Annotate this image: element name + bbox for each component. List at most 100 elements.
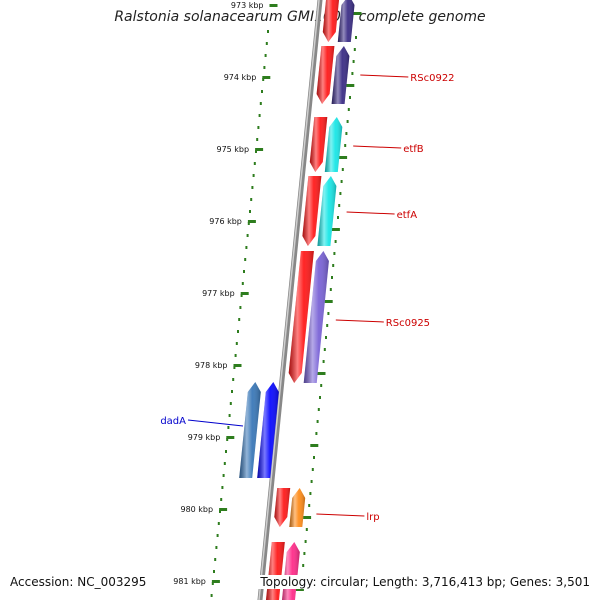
track-dot — [347, 108, 350, 111]
track-dot — [309, 492, 312, 495]
track-dot — [253, 162, 256, 165]
track-dot — [213, 570, 215, 573]
track-dot — [246, 234, 249, 237]
track-dot — [313, 456, 315, 459]
topology-label: Topology: circular; Length: 3,716,413 bp… — [258, 575, 592, 589]
track-dot — [338, 204, 341, 207]
tick-label: 977 kbp — [202, 289, 235, 298]
tick-mark — [346, 84, 355, 87]
ruler-ticks: 973 kbp 974 kbp 975 kbp 976 kbp 977 kbp 978 k… — [173, 1, 362, 591]
tick-mark — [226, 436, 235, 439]
tick-mark — [353, 12, 362, 15]
tick-label: 978 kbp — [195, 361, 228, 370]
gene-label-leader — [187, 419, 244, 427]
track-dot — [222, 474, 225, 477]
gene-arrow — [274, 488, 291, 527]
gene-label: etfB — [403, 144, 424, 155]
track-dot — [346, 120, 349, 123]
gene-bar — [337, 0, 355, 42]
track-dot — [344, 144, 347, 147]
gene-arrow — [288, 251, 314, 383]
track-dot — [319, 396, 321, 399]
tick-mark — [211, 580, 220, 583]
track-dot — [264, 54, 267, 57]
track-dot — [234, 354, 237, 357]
track-dot — [220, 498, 223, 501]
tick-mark — [310, 444, 319, 447]
track-dot — [217, 522, 220, 525]
track-dot — [239, 306, 242, 309]
gene-label: RSc0922 — [410, 73, 454, 84]
map-title: Ralstonia solanacearum GMI1000, complete… — [114, 9, 486, 25]
gene-label: dadA — [160, 416, 186, 427]
tick-label: 976 kbp — [209, 217, 242, 226]
gene-arrow — [257, 382, 279, 478]
track-dot — [257, 126, 260, 129]
track-dot — [261, 90, 263, 93]
track-dot — [258, 114, 261, 117]
track-dot — [352, 60, 355, 63]
track-dot — [329, 288, 332, 291]
gene-label-leader — [346, 211, 395, 215]
track-dot — [214, 558, 217, 561]
tick-mark — [262, 76, 271, 79]
track-dot — [322, 360, 325, 363]
tick-label: 979 kbp — [188, 433, 221, 442]
tick-mark — [324, 300, 333, 303]
tick-label: 975 kbp — [216, 145, 249, 154]
track-dot — [229, 402, 232, 405]
tick-mark — [269, 4, 278, 7]
track-dot — [331, 276, 333, 279]
gene-arrow — [309, 117, 328, 172]
track-dot — [303, 552, 306, 555]
gene-bar — [317, 176, 337, 246]
track-dot — [334, 240, 337, 243]
track-dot — [353, 48, 356, 51]
track-dot — [316, 420, 319, 423]
tick-label: 981 kbp — [173, 577, 206, 586]
track-dot — [340, 180, 343, 183]
track-dot — [255, 150, 257, 153]
track-dot — [310, 480, 313, 483]
track-dot — [240, 294, 243, 297]
track-dot — [333, 252, 336, 255]
track-dot — [339, 192, 342, 195]
track-dot — [245, 246, 248, 249]
track-dot — [241, 282, 244, 285]
track-dot — [315, 432, 318, 435]
track-dot — [349, 96, 351, 99]
track-dot — [267, 30, 269, 33]
tick-mark — [219, 508, 228, 511]
backbone-track — [257, 0, 323, 600]
tick-mark — [317, 372, 326, 375]
gene-label-leader — [316, 513, 365, 517]
track-dot — [265, 42, 268, 45]
backbone-highlight — [258, 0, 320, 600]
track-dot — [311, 468, 314, 471]
track-dot — [247, 222, 250, 225]
track-dot — [227, 426, 230, 429]
track-dot — [219, 510, 221, 513]
gene-label-leader — [360, 74, 409, 78]
gene-arrow — [266, 542, 285, 600]
track-dot — [237, 330, 239, 333]
track-dot — [327, 312, 330, 315]
track-dot — [320, 384, 323, 387]
tick-label: 974 kbp — [224, 73, 257, 82]
gene-label: etfA — [397, 210, 418, 221]
tick-mark — [247, 220, 256, 223]
track-dot — [302, 564, 305, 567]
tick-mark — [331, 228, 340, 231]
track-dot — [226, 438, 229, 441]
track-dot — [259, 102, 262, 105]
gene-features: RSc0922 etfB etfA RSc0925 dadA lrp — [160, 0, 455, 600]
tick-label: 973 kbp — [231, 1, 264, 10]
tick-mark — [255, 148, 264, 151]
track-dot — [238, 318, 241, 321]
track-dot — [228, 414, 231, 417]
track-dot — [221, 486, 224, 489]
accession-label: Accession: NC_003295 — [8, 575, 149, 589]
track-dot — [317, 408, 320, 411]
track-dot — [223, 462, 226, 465]
